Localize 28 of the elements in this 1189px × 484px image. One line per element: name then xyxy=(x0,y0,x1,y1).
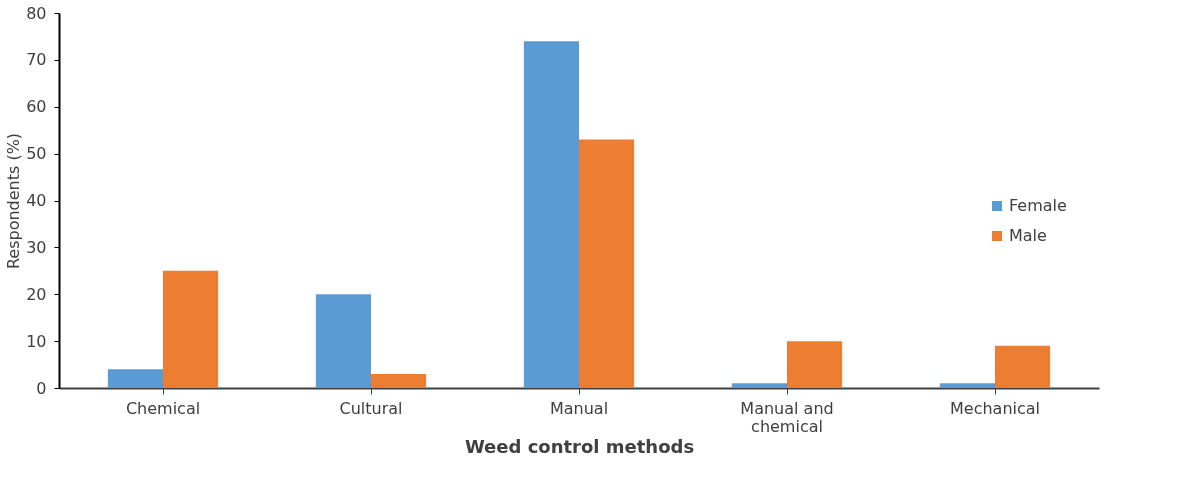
y-tick-label: 50 xyxy=(26,144,47,164)
x-tick-label: Manual and chemical xyxy=(740,398,834,436)
y-tick-label: 10 xyxy=(26,331,47,351)
bar xyxy=(995,345,1051,388)
bar xyxy=(163,270,219,388)
x-tick-label: Chemical xyxy=(125,398,201,418)
x-axis-title: Weed control methods xyxy=(464,435,695,457)
y-tick-label: 0 xyxy=(36,378,47,398)
y-tick-label: 30 xyxy=(26,237,47,257)
x-tick-label: Cultural xyxy=(339,398,403,418)
bar xyxy=(579,139,635,388)
legend-label: Male xyxy=(1009,226,1047,245)
bar xyxy=(939,383,995,388)
y-tick-label: 60 xyxy=(26,97,47,117)
bar xyxy=(787,341,843,388)
y-tick-label: 40 xyxy=(26,191,47,210)
y-tick-label: 20 xyxy=(26,284,47,304)
y-tick-label: 80 xyxy=(26,3,47,23)
y-axis-title: Respondents (%) xyxy=(4,132,24,270)
x-tick-label: Manual xyxy=(549,398,609,418)
bar xyxy=(523,41,579,388)
bar xyxy=(315,294,371,388)
bar xyxy=(731,383,787,388)
bar xyxy=(371,373,427,388)
bar xyxy=(107,369,163,388)
x-tick-label: Mechanical xyxy=(949,398,1041,418)
legend-label: Female xyxy=(1009,196,1067,215)
y-tick-label: 70 xyxy=(26,50,47,70)
